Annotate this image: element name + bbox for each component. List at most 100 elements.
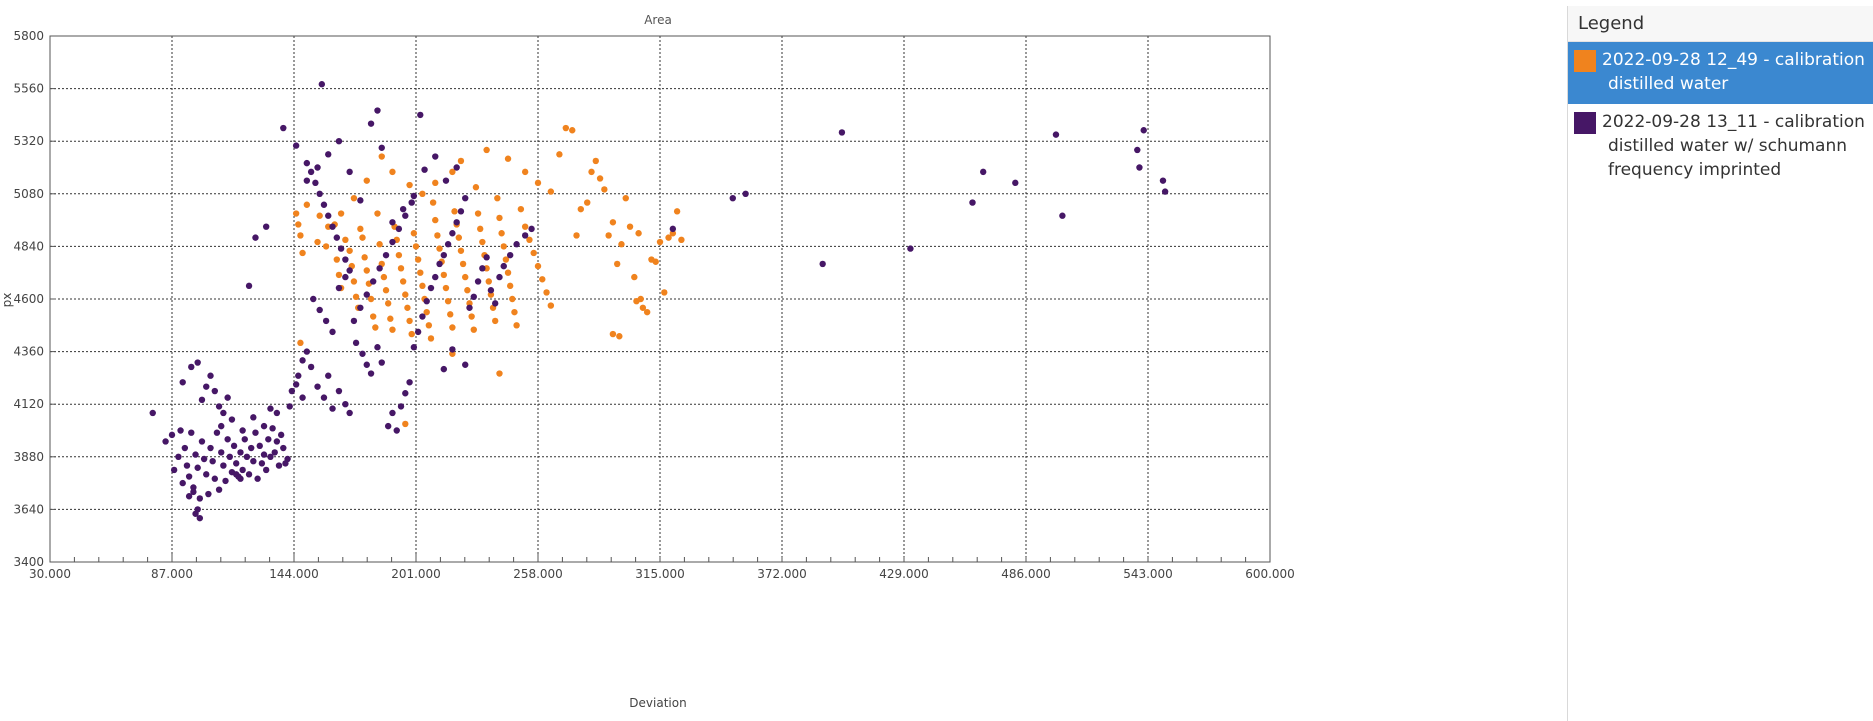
x-tick-label: 486.000 [1001,567,1051,581]
legend-item-1[interactable]: 2022-09-28 12_49 - calibration distilled … [1568,42,1873,104]
data-point [417,269,424,276]
data-point [969,199,976,206]
data-point [337,245,345,252]
data-point [605,232,612,239]
chart-area: Area 30.000 87.000 144.000 201.000 258.000 31… [0,13,1295,710]
data-point [284,455,291,463]
data-point [419,313,426,320]
data-point [399,205,407,213]
data-point [402,390,409,397]
data-point [427,335,435,342]
data-point [280,124,287,132]
data-point [729,194,736,202]
x-tick-label: 600.000 [1245,567,1295,581]
data-point [389,238,396,246]
data-point [442,284,450,292]
axis-ticks [49,35,1271,563]
data-point [547,302,555,309]
data-point [316,212,323,219]
data-point [457,157,465,165]
data-point [185,473,193,480]
data-point [447,311,454,318]
legend-label: 2022-09-28 13_11 - calibration distilled … [1602,110,1865,182]
data-point [209,457,216,465]
data-point [513,322,520,329]
data-point [226,453,233,460]
data-point [616,333,623,340]
data-point [198,396,206,404]
data-point [265,436,272,443]
data-point [596,175,604,182]
data-point [539,276,546,283]
data-point [297,232,304,239]
data-point [250,457,257,465]
data-point [397,403,405,410]
data-point [314,164,321,171]
y-tick-label: 4840 [13,239,44,253]
data-point [286,403,293,410]
data-point [402,420,409,428]
series-1 [292,124,685,428]
data-point [224,394,231,401]
data-point [389,409,396,417]
y-tick-label: 3400 [13,555,44,569]
data-point [346,247,353,254]
data-point [462,361,469,368]
data-point [509,295,516,303]
legend-panel: Legend 2022-09-28 12_49 - calibration dis… [1567,6,1873,721]
data-point [485,278,492,285]
data-point [299,394,306,401]
data-point [609,330,617,338]
data-point [626,223,634,230]
data-point [215,403,223,410]
data-point [369,278,377,285]
data-point [432,216,439,224]
data-point [622,194,629,202]
data-point [979,168,987,176]
data-point [220,462,227,469]
data-point [470,293,477,301]
data-point [333,256,341,263]
data-point [410,344,418,351]
data-point [194,359,201,366]
data-point [357,304,364,311]
legend-label: 2022-09-28 12_49 - calibration distilled … [1602,48,1865,96]
data-point [190,484,197,491]
data-point [228,416,236,423]
data-point [678,236,685,244]
data-point [320,201,328,208]
data-point [414,256,422,263]
data-point [275,462,283,469]
data-point [907,245,914,252]
data-point [378,153,385,160]
data-point [652,258,659,265]
data-point [196,514,204,522]
legend-item-2[interactable]: 2022-09-28 13_11 - calibration distilled … [1568,104,1873,190]
data-point [262,466,270,474]
data-point [487,287,495,294]
x-tick-label: 144.000 [269,567,319,581]
y-tick-labels: 3400 3640 3880 4120 4360 4600 4840 5080 5320 5560… [13,29,44,569]
data-point [442,177,450,184]
data-point [378,359,385,366]
data-point [432,153,439,160]
data-point [517,205,525,213]
data-point [230,442,238,450]
data-point [1159,177,1167,184]
data-point [200,455,208,463]
data-point [402,291,409,298]
data-point [325,212,332,219]
data-point [449,324,456,331]
data-point [320,394,328,401]
data-point [534,179,542,187]
data-point [188,363,195,371]
data-point [449,346,456,353]
data-point [335,284,343,292]
data-point [363,267,370,274]
data-point [406,181,413,189]
data-point [260,422,268,430]
data-point [329,405,336,412]
data-point [329,223,336,230]
y-tick-label: 3640 [13,502,44,516]
x-axis-label: Deviation [629,696,686,710]
